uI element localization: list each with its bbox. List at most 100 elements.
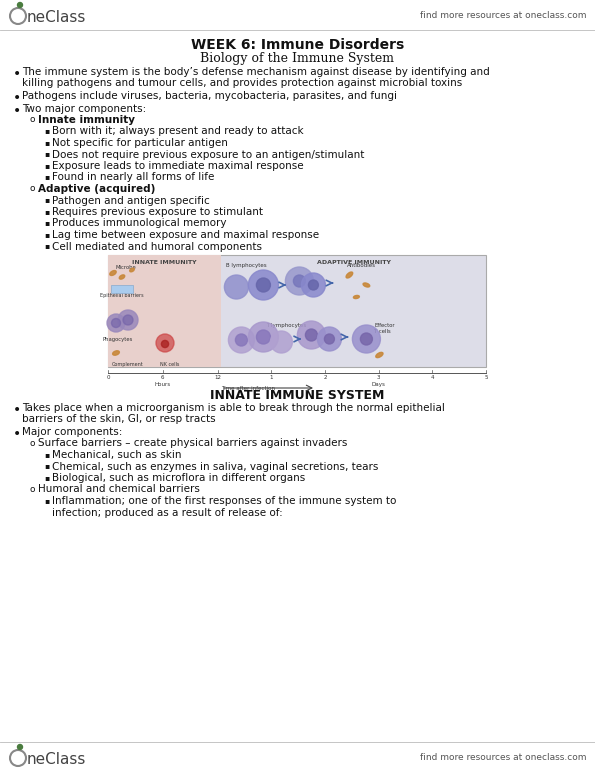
Text: Takes place when a microorganism is able to break through the normal epithelial: Takes place when a microorganism is able… (22, 403, 445, 413)
Text: Phagocytes: Phagocytes (103, 337, 133, 342)
Text: o: o (29, 484, 35, 494)
Text: Born with it; always present and ready to attack: Born with it; always present and ready t… (52, 126, 303, 136)
Bar (108, 255, 486, 367)
Text: 6: 6 (161, 375, 165, 380)
Circle shape (156, 334, 174, 352)
Ellipse shape (353, 296, 359, 299)
Text: infection; produced as a result of release of:: infection; produced as a result of relea… (52, 507, 283, 517)
Text: ▪: ▪ (44, 126, 49, 136)
Text: Cell mediated and humoral components: Cell mediated and humoral components (52, 242, 262, 252)
Text: •: • (13, 427, 21, 441)
Text: 5: 5 (484, 375, 488, 380)
Text: o: o (29, 438, 35, 447)
Circle shape (352, 325, 380, 353)
Text: ▪: ▪ (44, 219, 49, 227)
Text: Major components:: Major components: (22, 427, 123, 437)
Text: Days: Days (372, 382, 386, 387)
Text: •: • (13, 103, 21, 118)
Circle shape (17, 2, 23, 8)
Text: Pathogen and antigen specific: Pathogen and antigen specific (52, 196, 210, 206)
Text: Surface barriers – create physical barriers against invaders: Surface barriers – create physical barri… (38, 438, 347, 448)
Text: find more resources at oneclass.com: find more resources at oneclass.com (421, 753, 587, 762)
Text: Chemical, such as enzymes in saliva, vaginal secretions, tears: Chemical, such as enzymes in saliva, vag… (52, 461, 378, 471)
Text: ▪: ▪ (44, 496, 49, 505)
Text: Biological, such as microflora in different organs: Biological, such as microflora in differ… (52, 473, 305, 483)
Text: Complement: Complement (112, 362, 144, 367)
Text: •: • (13, 403, 21, 417)
Text: Inflammation; one of the first responses of the immune system to: Inflammation; one of the first responses… (52, 496, 396, 506)
Text: ▪: ▪ (44, 473, 49, 482)
Text: ▪: ▪ (44, 230, 49, 239)
Circle shape (111, 319, 121, 327)
Text: 1: 1 (270, 375, 273, 380)
Ellipse shape (346, 272, 353, 278)
Text: NK cells: NK cells (160, 362, 179, 367)
Text: INNATE IMMUNITY: INNATE IMMUNITY (132, 260, 197, 265)
Bar (108, 255, 221, 367)
Text: Does not require previous exposure to an antigen/stimulant: Does not require previous exposure to an… (52, 149, 364, 159)
Circle shape (248, 270, 278, 300)
Text: ▪: ▪ (44, 450, 49, 459)
Text: find more resources at oneclass.com: find more resources at oneclass.com (421, 11, 587, 20)
Circle shape (270, 331, 292, 353)
Text: The immune system is the body’s defense mechanism against disease by identifying: The immune system is the body’s defense … (22, 67, 490, 77)
Text: ▪: ▪ (44, 138, 49, 147)
Text: ▪: ▪ (44, 196, 49, 205)
Text: T lymphocytes: T lymphocytes (267, 323, 306, 328)
Text: Found in nearly all forms of life: Found in nearly all forms of life (52, 172, 214, 182)
Text: Adaptive (acquired): Adaptive (acquired) (38, 184, 155, 194)
Text: Two major components:: Two major components: (22, 103, 146, 113)
Circle shape (224, 275, 248, 299)
Text: o: o (29, 184, 35, 193)
Circle shape (286, 267, 314, 295)
Text: Humoral and chemical barriers: Humoral and chemical barriers (38, 484, 200, 494)
Text: 4: 4 (431, 375, 434, 380)
Ellipse shape (119, 275, 125, 280)
Text: Pathogens include viruses, bacteria, mycobacteria, parasites, and fungi: Pathogens include viruses, bacteria, myc… (22, 91, 397, 101)
Circle shape (107, 314, 125, 332)
Ellipse shape (376, 353, 383, 357)
Text: INNATE IMMUNE SYSTEM: INNATE IMMUNE SYSTEM (210, 389, 385, 402)
Text: killing pathogens and tumour cells, and provides protection against microbial to: killing pathogens and tumour cells, and … (22, 79, 462, 89)
Text: WEEK 6: Immune Disorders: WEEK 6: Immune Disorders (191, 38, 404, 52)
Text: o: o (29, 115, 35, 124)
Circle shape (298, 321, 325, 349)
Text: Lag time between exposure and maximal response: Lag time between exposure and maximal re… (52, 230, 319, 240)
Text: ▪: ▪ (44, 161, 49, 170)
Text: Innate immunity: Innate immunity (38, 115, 135, 125)
Text: Time after infection: Time after infection (221, 386, 275, 391)
Text: Biology of the Immune System: Biology of the Immune System (201, 52, 394, 65)
Circle shape (256, 278, 270, 292)
Circle shape (317, 327, 342, 351)
Circle shape (228, 327, 255, 353)
Text: Produces immunological memory: Produces immunological memory (52, 219, 227, 229)
Circle shape (17, 745, 23, 749)
Text: Exposure leads to immediate maximal response: Exposure leads to immediate maximal resp… (52, 161, 303, 171)
Ellipse shape (130, 268, 134, 272)
Text: ADAPTIVE IMMUNITY: ADAPTIVE IMMUNITY (317, 260, 391, 265)
Text: Requires previous exposure to stimulant: Requires previous exposure to stimulant (52, 207, 263, 217)
Ellipse shape (112, 351, 120, 355)
Circle shape (161, 340, 168, 347)
Text: 0: 0 (107, 375, 109, 380)
Circle shape (118, 310, 138, 330)
Circle shape (123, 315, 133, 325)
Text: Effector
T cells: Effector T cells (374, 323, 395, 334)
Circle shape (305, 329, 317, 341)
Text: Mechanical, such as skin: Mechanical, such as skin (52, 450, 181, 460)
Circle shape (324, 334, 334, 344)
Circle shape (236, 334, 248, 346)
Text: •: • (13, 67, 21, 81)
Text: Epithelial barriers: Epithelial barriers (100, 293, 144, 298)
Text: neClass: neClass (27, 10, 86, 25)
Text: barriers of the skin, GI, or resp tracts: barriers of the skin, GI, or resp tracts (22, 414, 215, 424)
Text: ▪: ▪ (44, 172, 49, 182)
Circle shape (302, 273, 325, 297)
Circle shape (248, 322, 278, 352)
Text: Hours: Hours (155, 382, 171, 387)
Circle shape (361, 333, 372, 345)
Text: 2: 2 (323, 375, 327, 380)
Text: Antibodies: Antibodies (347, 263, 376, 268)
Text: ▪: ▪ (44, 461, 49, 470)
Text: B lymphocytes: B lymphocytes (226, 263, 267, 268)
